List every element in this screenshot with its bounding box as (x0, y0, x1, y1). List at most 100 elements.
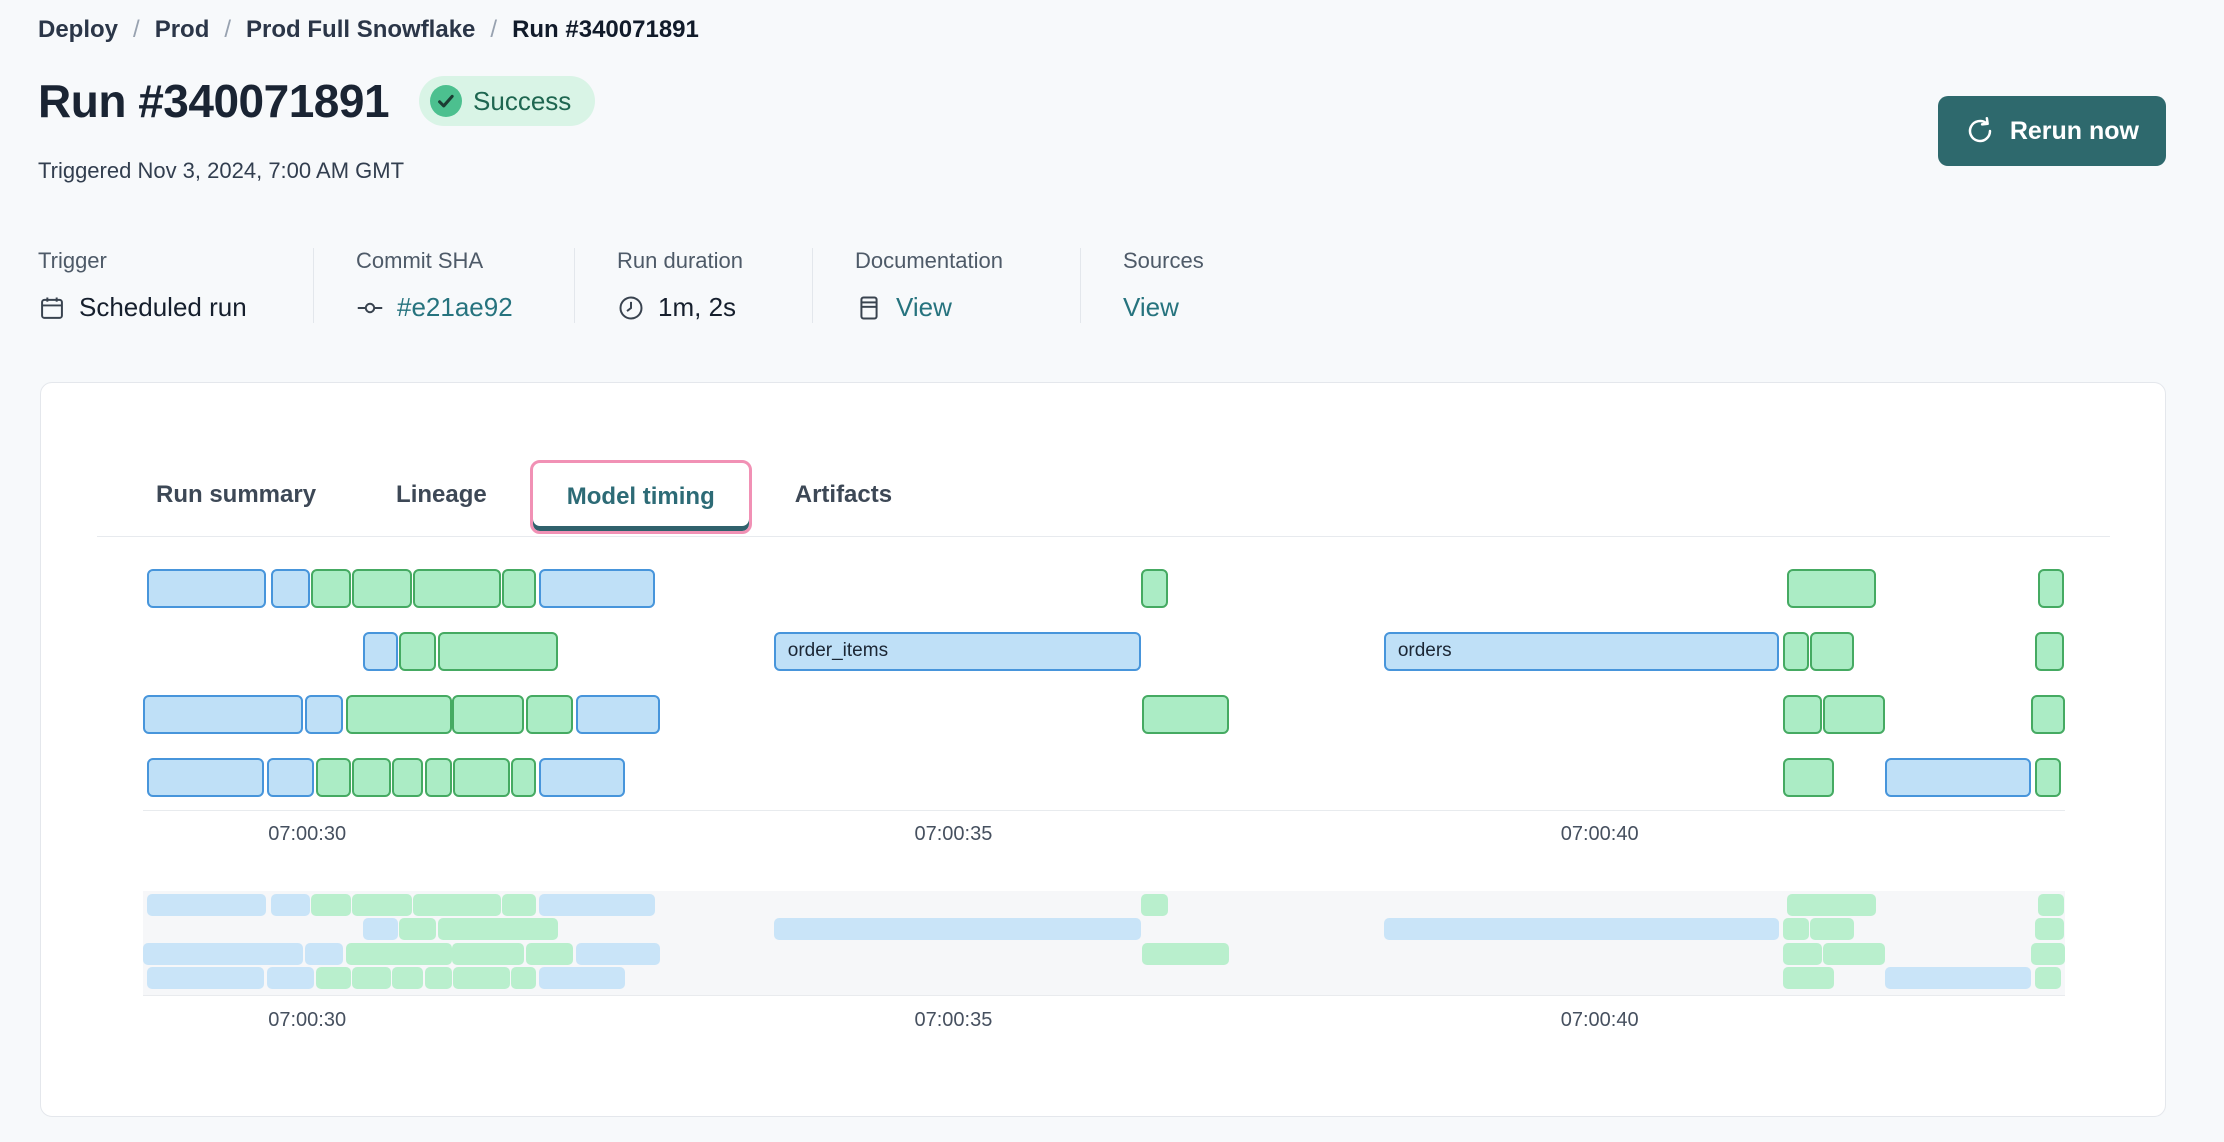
success-check-icon (430, 85, 463, 117)
tab-artifacts[interactable]: Artifacts (794, 481, 893, 508)
tab-lineage[interactable]: Lineage (396, 481, 487, 508)
minimap-bar (352, 966, 392, 989)
timing-bar[interactable] (345, 695, 452, 734)
minimap-bar (511, 966, 536, 989)
title-row: Run #340071891 Success (38, 74, 596, 128)
minimap-bar (413, 894, 502, 916)
minimap-bar (143, 942, 304, 965)
timing-bar[interactable] (1142, 695, 1229, 734)
timing-bar[interactable] (437, 632, 558, 671)
timing-bar[interactable] (352, 758, 392, 797)
run-metadata-strip: Trigger Scheduled run Commit SHA #e21ae9… (38, 248, 1234, 323)
timing-bar[interactable] (398, 632, 437, 671)
breadcrumb-separator: / (133, 16, 140, 43)
timing-bar[interactable] (1140, 569, 1168, 608)
timing-bar[interactable] (2035, 632, 2064, 671)
axis-tick-label: 07:00:40 (1560, 1009, 1639, 1031)
axis-tick-label: 07:00:35 (914, 823, 993, 845)
timing-bar[interactable] (575, 695, 660, 734)
document-icon (860, 296, 878, 319)
timing-bar[interactable] (413, 569, 502, 608)
timing-bar[interactable] (525, 695, 574, 734)
meta-documentation: Documentation View (813, 248, 1081, 323)
timing-bar[interactable] (453, 758, 511, 797)
breadcrumb-job[interactable]: Prod Full Snowflake (246, 16, 476, 43)
breadcrumb-prod[interactable]: Prod (154, 16, 210, 43)
tab-run-summary[interactable]: Run summary (156, 481, 317, 508)
minimap-bar (352, 894, 412, 916)
minimap-bar (146, 966, 265, 989)
meta-trigger-value: Scheduled run (79, 292, 247, 322)
gantt-row (143, 569, 2065, 608)
timing-bar[interactable] (2037, 569, 2064, 608)
axis-tick-label: 07:00:35 (914, 1009, 993, 1031)
timing-bar[interactable] (2031, 695, 2065, 734)
timing-bar[interactable] (362, 632, 398, 671)
meta-sources: Sources View (1081, 248, 1234, 323)
sources-view-link[interactable]: View (1123, 292, 1179, 322)
rerun-now-button[interactable]: Rerun now (1937, 96, 2166, 166)
timing-bar[interactable] (1810, 632, 1855, 671)
model-timing-minimap[interactable] (143, 891, 2065, 996)
minimap-bar (316, 966, 352, 989)
minimap-axis: 07:00:30 07:00:35 07:00:40 (143, 1009, 2065, 1037)
timing-bar[interactable] (304, 695, 344, 734)
timing-bar[interactable] (1783, 758, 1834, 797)
meta-commit-label: Commit SHA (356, 248, 484, 273)
minimap-bar (538, 894, 655, 916)
minimap-bar (502, 894, 536, 916)
gantt-row (143, 695, 2065, 734)
run-detail-card: Run summary Lineage Model timing Artifac… (40, 382, 2166, 1117)
timing-bar[interactable] (1783, 632, 1810, 671)
timing-bar[interactable] (146, 758, 265, 797)
timing-bar[interactable] (451, 695, 525, 734)
minimap-bar (2035, 966, 2062, 989)
minimap-bar (304, 942, 344, 965)
minimap-row (143, 918, 2065, 941)
timing-bar[interactable] (538, 758, 626, 797)
tab-bar: Run summary Lineage Model timing Artifac… (97, 383, 2110, 537)
timing-bar[interactable] (392, 758, 424, 797)
timing-bar[interactable] (1885, 758, 2032, 797)
minimap-bar (2035, 918, 2064, 941)
breadcrumb: Deploy / Prod / Prod Full Snowflake / Ru… (38, 16, 699, 44)
minimap-row (143, 894, 2065, 916)
minimap-bar (2031, 942, 2065, 965)
timing-bar-orders[interactable]: orders (1383, 632, 1780, 671)
timing-bar[interactable] (352, 569, 412, 608)
minimap-bar (437, 918, 558, 941)
timing-bar[interactable] (316, 758, 352, 797)
minimap-bar (424, 966, 452, 989)
timing-bar[interactable] (267, 758, 314, 797)
timing-bar[interactable] (511, 758, 536, 797)
page-title: Run #340071891 (38, 75, 390, 127)
meta-trigger: Trigger Scheduled run (38, 248, 314, 323)
minimap-bar (146, 894, 266, 916)
timing-bar[interactable] (311, 569, 352, 608)
tab-model-timing[interactable]: Model timing (529, 460, 752, 534)
timing-bar[interactable] (270, 569, 310, 608)
timing-bar[interactable] (143, 695, 304, 734)
status-badge: Success (419, 76, 596, 126)
minimap-bar (392, 966, 424, 989)
minimap-bar (773, 918, 1141, 941)
breadcrumb-current-run: Run #340071891 (512, 16, 699, 43)
commit-sha-link[interactable]: #e21ae92 (397, 292, 513, 322)
documentation-view-link[interactable]: View (896, 292, 952, 322)
timing-bar[interactable] (502, 569, 536, 608)
axis-tick-label: 07:00:40 (1560, 823, 1639, 845)
timing-bar[interactable] (1823, 695, 1886, 734)
refresh-icon (1968, 117, 1992, 143)
timing-bar[interactable] (1783, 695, 1822, 734)
timing-bar-order_items[interactable]: order_items (773, 632, 1141, 671)
timing-bar[interactable] (2035, 758, 2062, 797)
timing-bar[interactable] (424, 758, 452, 797)
minimap-bar (345, 942, 452, 965)
meta-trigger-label: Trigger (38, 248, 107, 273)
breadcrumb-deploy[interactable]: Deploy (38, 16, 119, 43)
minimap-bar (1383, 918, 1780, 941)
timing-bar[interactable] (146, 569, 266, 608)
calendar-icon (41, 297, 63, 319)
timing-bar[interactable] (538, 569, 655, 608)
timing-bar[interactable] (1787, 569, 1877, 608)
